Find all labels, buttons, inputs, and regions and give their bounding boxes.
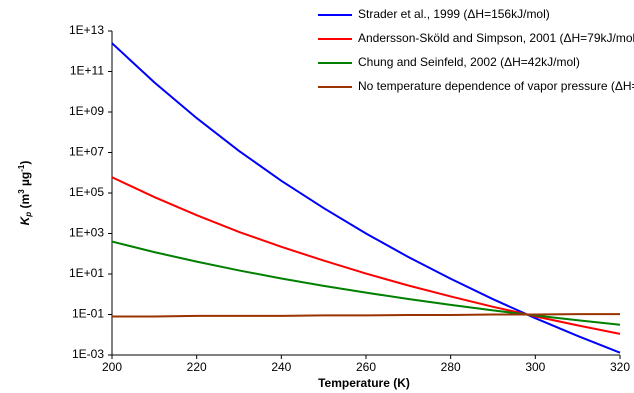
y-label-part: p bbox=[24, 212, 33, 218]
legend-label: No temperature dependence of vapor press… bbox=[358, 79, 634, 93]
series-line bbox=[111, 42, 621, 354]
legend-label: Chung and Seinfeld, 2002 (ΔH=42kJ/mol) bbox=[358, 55, 580, 69]
x-tick-label: 260 bbox=[356, 360, 376, 374]
y-tick-label: 1E+05 bbox=[69, 185, 104, 199]
y-tick-label: 1E+09 bbox=[69, 104, 104, 118]
legend-label: Andersson-Sköld and Simpson, 2001 (ΔH=79… bbox=[358, 31, 634, 45]
y-tick-label: 1E+13 bbox=[69, 23, 104, 37]
legend-label: Strader et al., 1999 (ΔH=156kJ/mol) bbox=[358, 7, 550, 21]
x-tick-label: 300 bbox=[525, 360, 545, 374]
series-line bbox=[112, 313, 620, 318]
x-tick-label: 320 bbox=[610, 360, 630, 374]
y-label-part: (m bbox=[18, 194, 32, 212]
y-label-part: 3 bbox=[17, 189, 26, 194]
x-tick-label: 240 bbox=[271, 360, 291, 374]
series-line bbox=[111, 240, 621, 326]
y-axis-label: Kp (m3 µg-1) bbox=[17, 161, 33, 226]
y-label-part: K bbox=[18, 215, 32, 225]
x-tick-label: 220 bbox=[187, 360, 207, 374]
y-tick-label: 1E-03 bbox=[72, 347, 104, 361]
y-label-part: -1 bbox=[17, 164, 26, 172]
x-axis-label: Temperature (K) bbox=[318, 376, 410, 390]
y-tick-label: 1E+01 bbox=[69, 266, 104, 280]
y-tick-label: 1E-01 bbox=[72, 307, 104, 321]
y-tick-label: 1E+07 bbox=[69, 145, 104, 159]
y-tick-label: 1E+11 bbox=[70, 64, 104, 78]
x-tick-label: 280 bbox=[441, 360, 461, 374]
y-tick-label: 1E+03 bbox=[69, 226, 104, 240]
x-tick-label: 200 bbox=[102, 360, 122, 374]
series-line bbox=[111, 176, 621, 335]
y-label-part: µg bbox=[18, 172, 32, 190]
y-label-part: ) bbox=[18, 161, 32, 165]
